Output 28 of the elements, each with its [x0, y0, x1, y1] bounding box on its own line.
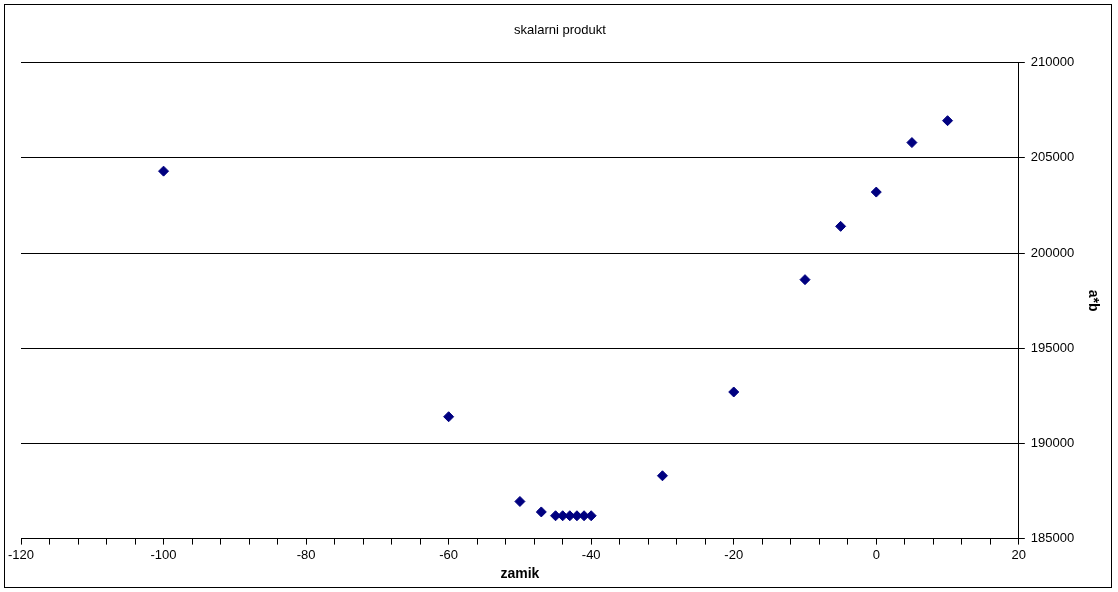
y-tick-label: 185000	[1030, 530, 1075, 546]
y-tick-label: 195000	[1030, 339, 1075, 355]
x-tick-label: -100	[150, 546, 177, 562]
point	[443, 411, 455, 423]
y-tick-label: 200000	[1030, 244, 1075, 260]
x-tick-label: 0	[872, 546, 880, 562]
y-tick-label: 190000	[1030, 434, 1075, 450]
y-tick-label: 210000	[1030, 54, 1075, 70]
point	[656, 470, 668, 482]
point	[728, 386, 740, 398]
x-tick-label: -40	[581, 546, 601, 562]
y-axis-title: a*b	[1085, 289, 1102, 312]
point	[835, 220, 847, 232]
x-tick-label: -60	[439, 546, 459, 562]
point	[942, 115, 954, 127]
point	[799, 274, 811, 286]
x-axis-title: zamik	[500, 565, 540, 582]
x-tick-label: -20	[724, 546, 744, 562]
y-tick-label: 205000	[1030, 149, 1075, 165]
x-tick-label: -80	[296, 546, 316, 562]
point	[514, 495, 526, 507]
x-tick-label: 20	[1011, 546, 1027, 562]
point	[158, 165, 170, 177]
point	[535, 506, 547, 518]
x-tick-label: -120	[7, 546, 35, 562]
point	[870, 186, 882, 198]
chart-title: skalarni produkt	[514, 22, 607, 38]
point	[906, 137, 918, 149]
